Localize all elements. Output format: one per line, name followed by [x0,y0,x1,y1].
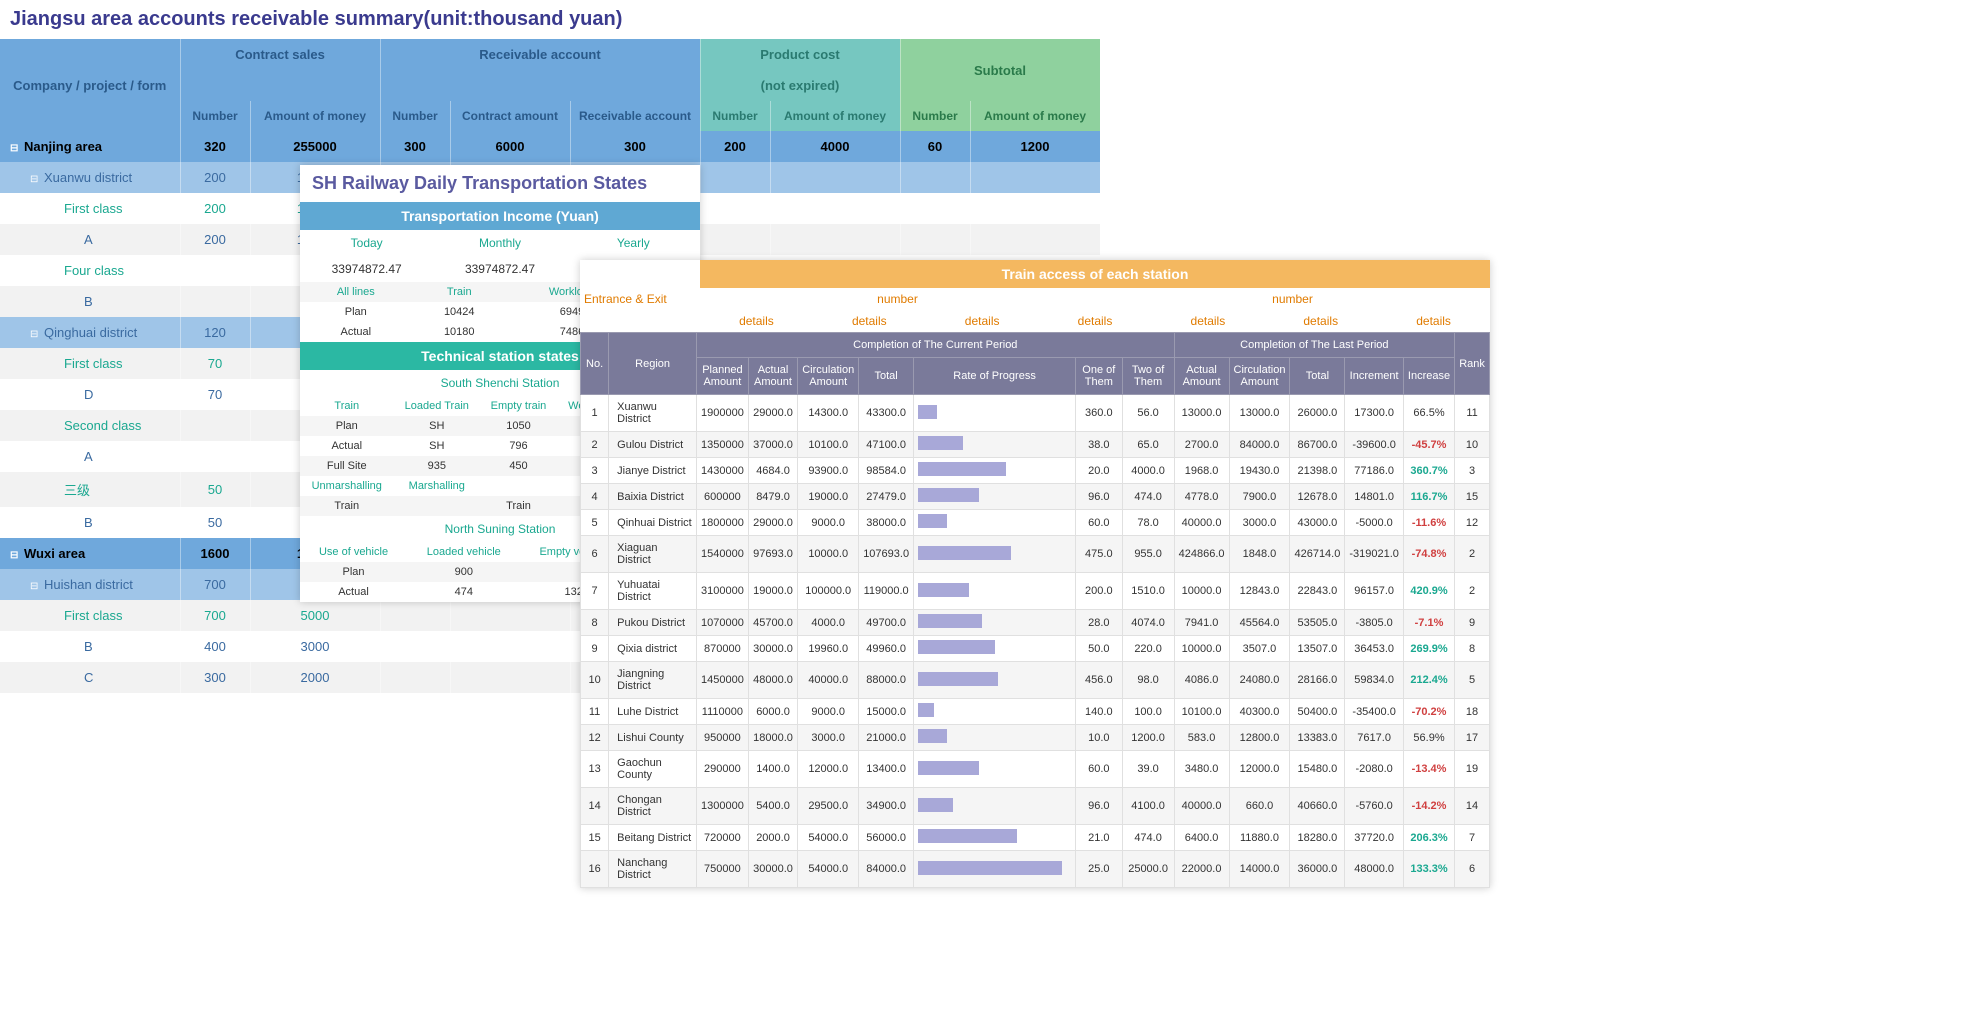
railway-title: SH Railway Daily Transportation States [300,165,700,202]
table-row[interactable]: 8Pukou District107000045700.04000.049700… [581,610,1490,636]
table1-title: Jiangsu area accounts receivable summary… [0,0,1962,39]
completion-table: No. Region Completion of The Current Per… [580,332,1490,888]
row-label[interactable]: First class [0,348,180,379]
table-row[interactable]: 6Xiaguan District154000097693.010000.010… [581,536,1490,573]
table-row[interactable]: 12Lishui County95000018000.03000.021000.… [581,725,1490,751]
row-label[interactable]: First class [0,193,180,224]
table-row[interactable]: 4Baixia District6000008479.019000.027479… [581,484,1490,510]
table-row[interactable]: 2Gulou District135000037000.010100.04710… [581,432,1490,458]
th-product-cost: Product cost [700,39,900,70]
table-row[interactable]: 16Nanchang District75000030000.054000.08… [581,851,1490,888]
income-today-label: Today [300,230,433,256]
th-last: Completion of The Last Period [1174,333,1455,358]
region-completion-panel: Train access of each station Entrance & … [580,260,1490,888]
table-row[interactable]: 10Jiangning District145000048000.040000.… [581,662,1490,699]
table-row[interactable]: 1Xuanwu District190000029000.014300.0433… [581,395,1490,432]
th-not-expired: (not expired) [700,70,900,101]
table-row[interactable]: 15Beitang District7200002000.054000.0560… [581,825,1490,851]
income-monthly-val: 33974872.47 [433,256,566,282]
th-amount: Amount of money [250,101,380,131]
table-row[interactable]: 3Jianye District14300004684.093900.09858… [581,458,1490,484]
row-label[interactable]: A [0,224,180,255]
th-rank: Rank [1455,333,1490,395]
row-label[interactable]: First class [0,600,180,631]
th-no: No. [581,333,609,395]
table-row[interactable]: 7Yuhuatai District310000019000.0100000.0… [581,573,1490,610]
row-label[interactable]: ⊟ Wuxi area [0,538,180,569]
table-row[interactable]: 9Qixia district87000030000.019960.049960… [581,636,1490,662]
row-label[interactable]: B [0,631,180,662]
th-number: Number [180,101,250,131]
th-subtotal: Subtotal [900,39,1100,101]
row-label[interactable]: B [0,507,180,538]
train-access-hdr: Train access of each station [700,260,1490,288]
income-header: Transportation Income (Yuan) [300,202,700,230]
table-row[interactable]: ⊟ Nanjing area32025500030060003002004000… [0,131,1100,162]
table-row[interactable]: 13Gaochun County2900001400.012000.013400… [581,751,1490,788]
th-contract-amt: Contract amount [450,101,570,131]
row-label[interactable]: ⊟ Huishan district [0,569,180,600]
row-label[interactable]: Four class [0,255,180,286]
row-label[interactable]: ⊟ Xuanwu district [0,162,180,193]
row-label[interactable]: ⊟ Qinghuai district [0,317,180,348]
income-yearly-label: Yearly [567,230,700,256]
th-current: Completion of The Current Period [696,333,1174,358]
income-today-val: 33974872.47 [300,256,433,282]
row-label[interactable]: Second class [0,410,180,441]
row-label[interactable]: ⊟ Nanjing area [0,131,180,162]
income-monthly-label: Monthly [433,230,566,256]
row-label[interactable]: B [0,286,180,317]
row-label[interactable]: 三级 [0,472,180,507]
table-row[interactable]: 5Qinhuai District180000029000.09000.0380… [581,510,1490,536]
th-region: Region [609,333,697,395]
entrance-exit: Entrance & Exit [580,288,700,310]
row-label[interactable]: D [0,379,180,410]
row-label[interactable]: C [0,662,180,693]
th-contract-sales: Contract sales [180,39,380,70]
row-label[interactable]: A [0,441,180,472]
table-row[interactable]: 14Chongan District13000005400.029500.034… [581,788,1490,825]
th-receivable: Receivable account [380,39,700,70]
th-company: Company / project / form [0,39,180,131]
table-row[interactable]: 11Luhe District11100006000.09000.015000.… [581,699,1490,725]
